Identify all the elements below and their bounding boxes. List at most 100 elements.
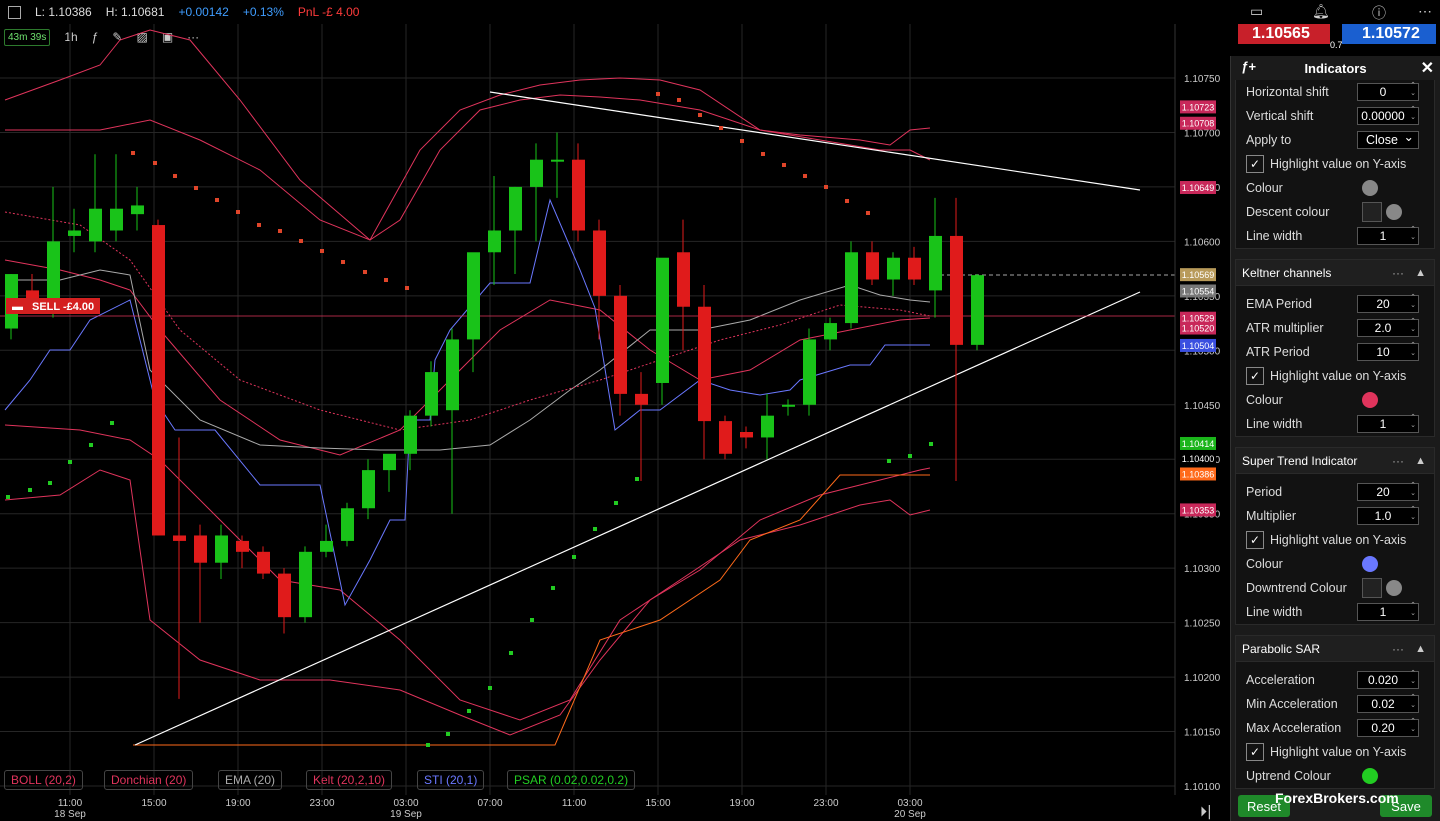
save-layout-icon[interactable]: ▣ [161, 30, 174, 44]
candle-body [929, 235, 942, 291]
reset-button[interactable]: Reset [1238, 795, 1290, 817]
add-indicator-icon[interactable]: ƒ+ [1241, 59, 1256, 74]
horizontal-shift-input[interactable]: 0 [1357, 82, 1419, 101]
indicator-function-icon[interactable]: ƒ [91, 30, 99, 44]
descent-colour-dot[interactable] [1386, 204, 1402, 220]
price-tag-bg [1180, 503, 1216, 517]
psar-header[interactable]: Parabolic SAR ··· ▲ [1236, 636, 1434, 662]
psar-dot [257, 223, 261, 227]
select-checkbox[interactable] [8, 5, 21, 19]
candle-body [131, 205, 144, 215]
keltner-colour-swatch[interactable] [1362, 392, 1378, 408]
position-tag-label: SELL -£4.00 [32, 301, 94, 313]
legend-item[interactable]: Kelt (20,2,10) [306, 770, 393, 790]
legend-item[interactable]: BOLL (20,2) [4, 770, 83, 790]
price-tag-bg [1180, 268, 1216, 282]
position-tag[interactable]: ▬ SELL -£4.00 [6, 298, 100, 314]
keltner-header[interactable]: Keltner channels ··· ▲ [1236, 260, 1434, 286]
chevron-up-icon[interactable]: ▲ [1415, 454, 1426, 467]
chevron-up-icon[interactable]: ▲ [1415, 266, 1426, 279]
price-tag-bg [1180, 436, 1216, 450]
psar-dot [446, 732, 450, 736]
panel-header: ƒ+ Indicators ✕ [1231, 56, 1440, 80]
legend-item[interactable]: PSAR (0.02,0.02,0.2) [507, 770, 636, 790]
ema-period-input[interactable]: 20 [1357, 294, 1419, 313]
descent-colour-swatch[interactable] [1362, 202, 1382, 222]
candle-body [173, 535, 186, 541]
chevron-up-icon[interactable]: ▲ [1415, 642, 1426, 655]
psar-dot [173, 174, 177, 178]
candle-body [299, 551, 312, 618]
price-change-percent: +0.13% [242, 5, 284, 19]
bell-icon[interactable]: 🔔︎ [1312, 3, 1330, 19]
keltner-colour-label: Colour [1246, 393, 1283, 407]
ticket-icon[interactable]: ▭ [1250, 3, 1264, 19]
supertrend-line-width-label: Line width [1246, 605, 1303, 619]
psar-highlight-checkbox[interactable]: ✓ [1246, 743, 1264, 761]
candle-body [593, 230, 606, 296]
period-input[interactable]: 20 [1357, 482, 1419, 501]
y-tick-label: 1.10100 [1184, 782, 1221, 793]
more-vertical-icon[interactable]: ⋯ [1418, 3, 1432, 19]
candle-body [698, 306, 711, 422]
atr-multiplier-input[interactable]: 2.0 [1357, 318, 1419, 337]
line-width-input[interactable]: 1 [1357, 226, 1419, 245]
save-button[interactable]: Save [1380, 795, 1432, 817]
legend-item[interactable]: STI (20,1) [417, 770, 485, 790]
price-tag-bg [1180, 452, 1216, 466]
supertrend-highlight-checkbox[interactable]: ✓ [1246, 531, 1264, 549]
candle-body [887, 257, 900, 280]
colour-swatch[interactable] [1362, 180, 1378, 196]
close-icon[interactable]: ✕ [1420, 60, 1434, 77]
y-tick-label: 1.10150 [1184, 728, 1221, 739]
keltner-line-width-input[interactable]: 1 [1357, 414, 1419, 433]
psar-dot [551, 586, 555, 590]
psar-dot [153, 161, 157, 165]
acceleration-input[interactable]: 0.020 [1357, 670, 1419, 689]
min-acceleration-row: Min Acceleration 0.02 [1236, 692, 1434, 716]
keltner-more-icon[interactable]: ··· [1392, 265, 1404, 280]
sell-price-button[interactable]: 1.10565 [1238, 24, 1330, 44]
watermark-text: ForexBrokers.com [1275, 790, 1399, 806]
apply-to-select[interactable]: Close [1357, 129, 1419, 149]
x-tick-time: 19:00 [729, 798, 754, 809]
max-acceleration-input[interactable]: 0.20 [1357, 718, 1419, 737]
legend-item[interactable]: Donchian (20) [104, 770, 194, 790]
price-tag-label: 1.10723 [1182, 102, 1215, 112]
chart-type-icon[interactable]: ▨ [136, 30, 148, 44]
uptrend-colour-swatch[interactable] [1362, 768, 1378, 784]
trendline-upper [489, 91, 1141, 191]
x-tick-time: 03:00 [393, 798, 418, 809]
downtrend-colour-swatch[interactable] [1362, 578, 1382, 598]
ema-line [5, 269, 931, 451]
supertrend-more-icon[interactable]: ··· [1392, 453, 1404, 468]
apply-to-row: Apply to Close [1236, 128, 1434, 152]
supertrend-highlight-row: ✓ Highlight value on Y-axis [1236, 528, 1434, 552]
x-tick-time: 23:00 [813, 798, 838, 809]
legend-item[interactable]: EMA (20) [218, 770, 283, 790]
keltner-lower-line [4, 424, 931, 721]
interval-button[interactable]: 1h [64, 30, 78, 44]
colour-row: Colour [1236, 176, 1434, 200]
candle-body [530, 159, 543, 187]
info-icon[interactable]: ⓘ [1372, 5, 1386, 21]
psar-more-icon[interactable]: ··· [1392, 641, 1404, 656]
supertrend-colour-swatch[interactable] [1362, 556, 1378, 572]
vertical-shift-input[interactable]: 0.00000 [1357, 106, 1419, 125]
multiplier-input[interactable]: 1.0 [1357, 506, 1419, 525]
draw-pencil-icon[interactable]: ✎ [112, 30, 123, 44]
supertrend-header[interactable]: Super Trend Indicator ··· ▲ [1236, 448, 1434, 474]
supertrend-line-width-input[interactable]: 1 [1357, 602, 1419, 621]
candle-body [68, 230, 81, 236]
period-row: Period 20 [1236, 480, 1434, 504]
price-chart[interactable]: 1.107501.107001.106501.106001.105501.105… [0, 0, 1230, 821]
keltner-highlight-checkbox[interactable]: ✓ [1246, 367, 1264, 385]
position-tag-icon: ▬ [12, 301, 23, 313]
downtrend-colour-dot[interactable] [1386, 580, 1402, 596]
highlight-checkbox[interactable]: ✓ [1246, 155, 1264, 173]
atr-period-input[interactable]: 10 [1357, 342, 1419, 361]
price-tag-bg [1180, 467, 1216, 481]
bollinger-lower-line [4, 467, 931, 736]
buy-price-button[interactable]: 1.10572 [1342, 24, 1436, 44]
min-acceleration-input[interactable]: 0.02 [1357, 694, 1419, 713]
